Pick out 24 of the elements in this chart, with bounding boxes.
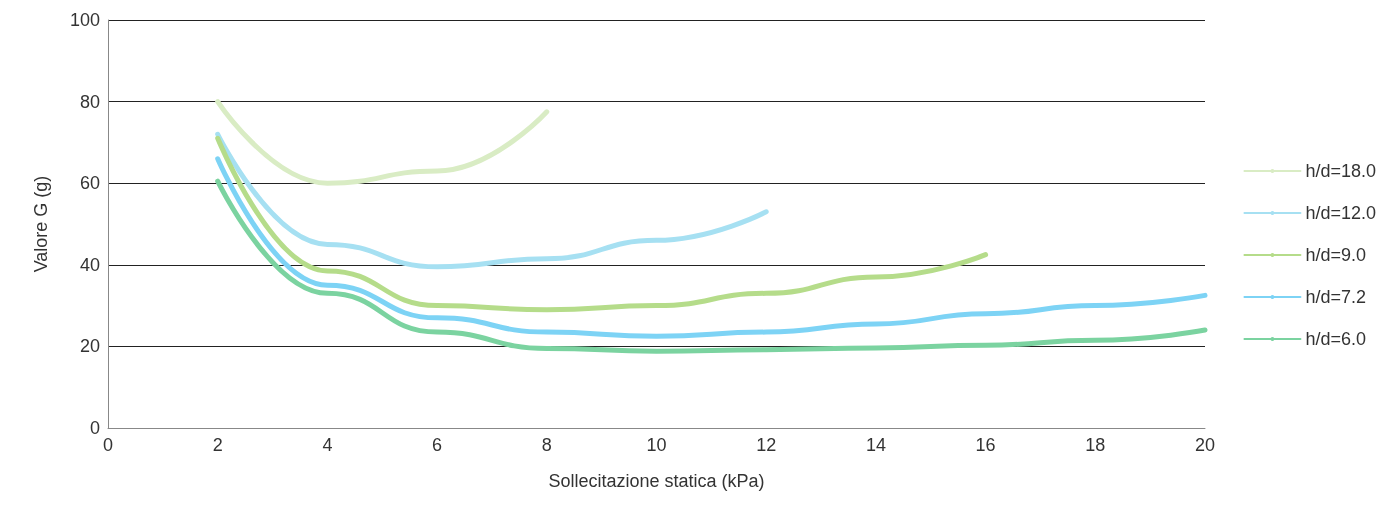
x-tick-label: 14: [865, 435, 886, 455]
y-tick-label: 40: [79, 254, 100, 275]
x-tick-label: 10: [646, 435, 667, 455]
legend-label: h/d=6.0: [1305, 329, 1366, 349]
x-tick-label: 18: [1085, 435, 1106, 455]
x-tick-label: 6: [432, 435, 443, 455]
x-tick-label: 0: [102, 435, 114, 455]
legend-label: h/d=12.0: [1305, 203, 1377, 223]
x-tick-label: 8: [541, 435, 552, 455]
y-tick-label: 100: [69, 10, 100, 30]
y-tick-label: 0: [89, 418, 100, 438]
legend-label: h/d=7.2: [1305, 287, 1366, 307]
y-tick-label: 20: [79, 336, 100, 357]
y-tick-label: 60: [79, 173, 100, 194]
x-tick-label: 2: [212, 435, 223, 455]
legend-label: h/d=18.0: [1305, 161, 1377, 181]
y-tick-label: 80: [79, 91, 100, 112]
legend-label: h/d=9.0: [1305, 245, 1366, 265]
y-axis-title: Valore G (g): [31, 175, 51, 273]
x-tick-label: 12: [756, 435, 777, 455]
x-tick-label: 4: [322, 435, 333, 455]
x-axis-title: Sollecitazione statica (kPa): [548, 471, 765, 491]
x-tick-label: 16: [975, 435, 996, 455]
x-tick-label: 20: [1194, 435, 1216, 455]
